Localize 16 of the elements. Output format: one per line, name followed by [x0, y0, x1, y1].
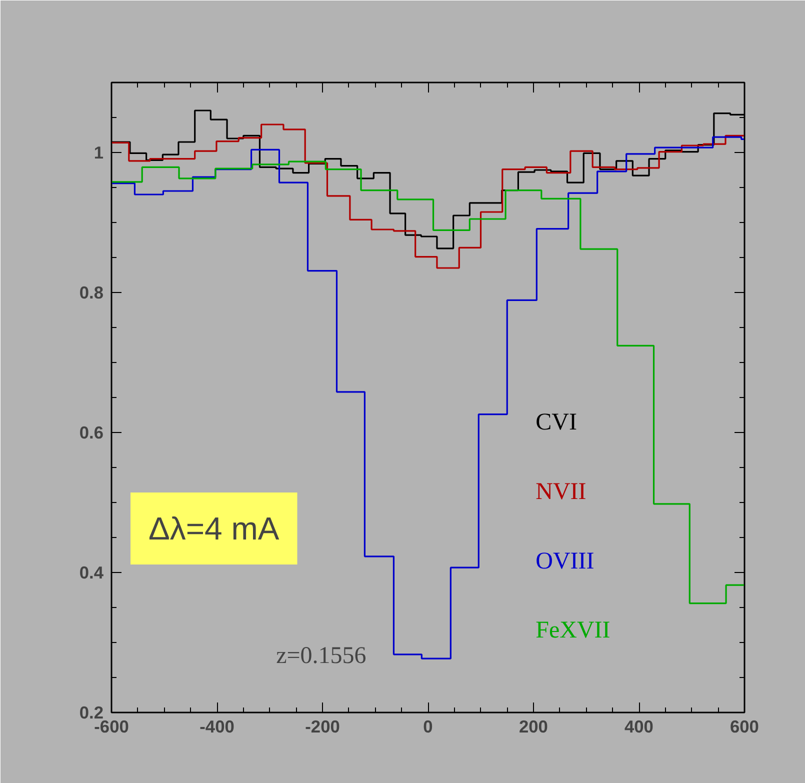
text: FeXVII: [536, 618, 610, 644]
y-tick-label: 0.8: [79, 282, 104, 302]
x-tick-label: 200: [519, 716, 548, 736]
annotation: z=0.1556: [276, 642, 366, 669]
x-tick-label: 400: [624, 716, 654, 736]
text: NVII: [536, 479, 586, 505]
x-tick-label: -200: [305, 716, 340, 736]
text: CVI: [536, 410, 577, 436]
y-tick-label: 0.6: [79, 422, 104, 442]
y-tick-label: 0.4: [79, 562, 104, 582]
annotation: Δλ=4 mA: [148, 510, 280, 546]
text: OVIII: [536, 548, 594, 574]
x-tick-label: 600: [730, 716, 759, 736]
x-tick-label: 0: [423, 716, 433, 736]
x-tick-label: -400: [200, 716, 234, 736]
y-tick-label: 1: [94, 142, 104, 162]
